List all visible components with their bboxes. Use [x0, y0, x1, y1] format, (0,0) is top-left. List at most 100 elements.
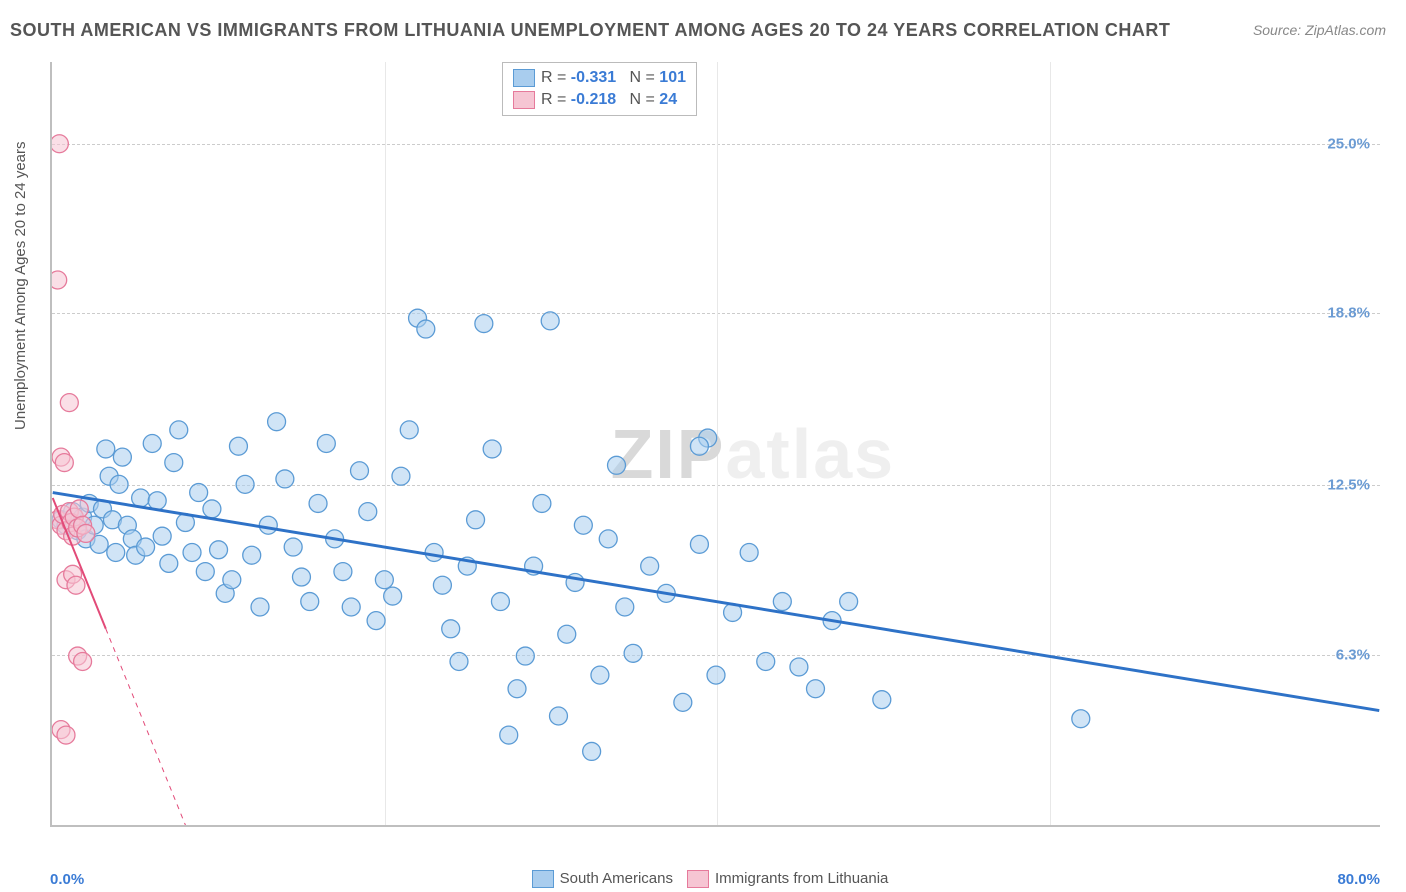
data-point	[740, 544, 758, 562]
data-point	[491, 593, 509, 611]
data-point	[52, 135, 68, 153]
data-point	[351, 462, 369, 480]
data-point	[790, 658, 808, 676]
data-point	[674, 693, 692, 711]
data-point	[392, 467, 410, 485]
data-point	[873, 691, 891, 709]
data-point	[375, 571, 393, 589]
x-min-label: 0.0%	[50, 871, 84, 888]
legend-label: Immigrants from Lithuania	[715, 870, 888, 887]
data-point	[268, 413, 286, 431]
data-point	[807, 680, 825, 698]
data-point	[113, 448, 131, 466]
data-point	[210, 541, 228, 559]
data-point	[70, 500, 88, 518]
data-point	[110, 475, 128, 493]
data-point	[367, 612, 385, 630]
data-point	[137, 538, 155, 556]
data-point	[773, 593, 791, 611]
data-point	[160, 554, 178, 572]
data-point	[757, 653, 775, 671]
data-point	[442, 620, 460, 638]
data-point	[60, 394, 78, 412]
data-point	[840, 593, 858, 611]
data-point	[483, 440, 501, 458]
data-point	[599, 530, 617, 548]
data-point	[165, 454, 183, 472]
data-point	[55, 454, 73, 472]
data-point	[334, 563, 352, 581]
data-point	[690, 437, 708, 455]
data-point	[475, 315, 493, 333]
data-point	[52, 271, 67, 289]
data-point	[516, 647, 534, 665]
data-point	[591, 666, 609, 684]
chart-area: ZIPatlas R = -0.331 N = 101R = -0.218 N …	[50, 62, 1380, 827]
y-axis-title: Unemployment Among Ages 20 to 24 years	[12, 141, 29, 430]
x-max-label: 80.0%	[1337, 871, 1380, 888]
data-point	[400, 421, 418, 439]
data-point	[342, 598, 360, 616]
data-point	[384, 587, 402, 605]
data-point	[541, 312, 559, 330]
legend-stats-row: R = -0.218 N = 24	[513, 89, 686, 111]
data-point	[425, 544, 443, 562]
data-point	[259, 516, 277, 534]
data-point	[153, 527, 171, 545]
data-point	[533, 494, 551, 512]
data-point	[624, 644, 642, 662]
data-point	[574, 516, 592, 534]
chart-source: Source: ZipAtlas.com	[1253, 22, 1386, 38]
data-point	[97, 440, 115, 458]
data-point	[317, 435, 335, 453]
legend-label: South Americans	[560, 870, 673, 887]
data-point	[148, 492, 166, 510]
data-point	[196, 563, 214, 581]
data-point	[450, 653, 468, 671]
data-point	[229, 437, 247, 455]
data-point	[132, 489, 150, 507]
trend-line-dashed	[106, 629, 268, 825]
data-point	[223, 571, 241, 589]
chart-title: SOUTH AMERICAN VS IMMIGRANTS FROM LITHUA…	[10, 20, 1170, 40]
data-point	[309, 494, 327, 512]
data-point	[359, 503, 377, 521]
data-point	[284, 538, 302, 556]
data-point	[77, 524, 95, 542]
data-point	[107, 544, 125, 562]
scatter-plot-svg	[52, 62, 1380, 825]
data-point	[641, 557, 659, 575]
data-point	[1072, 710, 1090, 728]
data-point	[583, 742, 601, 760]
data-point	[170, 421, 188, 439]
data-point	[57, 726, 75, 744]
data-point	[276, 470, 294, 488]
data-point	[433, 576, 451, 594]
legend-swatch	[532, 870, 554, 888]
data-point	[67, 576, 85, 594]
data-point	[500, 726, 518, 744]
data-point	[608, 456, 626, 474]
data-point	[292, 568, 310, 586]
data-point	[417, 320, 435, 338]
legend-swatch	[513, 91, 535, 109]
data-point	[707, 666, 725, 684]
legend-series: South Americans Immigrants from Lithuania	[0, 870, 1406, 888]
data-point	[467, 511, 485, 529]
legend-stats: R = -0.331 N = 101R = -0.218 N = 24	[502, 62, 697, 116]
legend-swatch	[687, 870, 709, 888]
data-point	[690, 535, 708, 553]
data-point	[236, 475, 254, 493]
data-point	[508, 680, 526, 698]
data-point	[549, 707, 567, 725]
legend-swatch	[513, 69, 535, 87]
data-point	[616, 598, 634, 616]
data-point	[243, 546, 261, 564]
data-point	[251, 598, 269, 616]
data-point	[74, 653, 92, 671]
data-point	[301, 593, 319, 611]
legend-stats-row: R = -0.331 N = 101	[513, 67, 686, 89]
data-point	[558, 625, 576, 643]
data-point	[143, 435, 161, 453]
data-point	[203, 500, 221, 518]
